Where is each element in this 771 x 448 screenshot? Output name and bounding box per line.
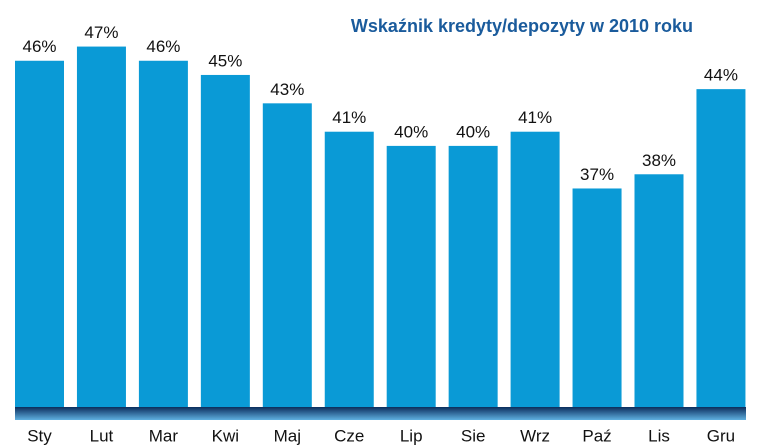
bar xyxy=(696,89,746,408)
bar xyxy=(76,46,126,407)
bar xyxy=(448,145,498,407)
bar xyxy=(386,145,436,407)
value-label: 45% xyxy=(208,51,242,70)
x-tick-label: Kwi xyxy=(212,426,239,445)
value-label: 38% xyxy=(642,151,676,170)
bar xyxy=(572,188,622,407)
x-tick-label: Mar xyxy=(149,426,179,445)
x-tick-label: Lis xyxy=(648,426,670,445)
chart-title: Wskaźnik kredyty/depozyty w 2010 roku xyxy=(351,16,693,36)
x-tick-label: Cze xyxy=(334,426,364,445)
bar xyxy=(634,174,684,407)
bar xyxy=(262,103,312,407)
value-label: 44% xyxy=(704,66,738,85)
x-tick-label: Lip xyxy=(400,426,423,445)
bar xyxy=(15,60,64,408)
bar xyxy=(510,131,560,407)
x-tick-label: Lut xyxy=(90,426,114,445)
bar xyxy=(324,131,374,407)
value-label: 43% xyxy=(270,80,304,99)
x-tick-label: Sty xyxy=(27,426,52,445)
value-label: 37% xyxy=(580,165,614,184)
bar xyxy=(200,74,250,407)
value-label: 47% xyxy=(84,23,118,42)
value-label: 41% xyxy=(332,108,366,127)
value-label: 46% xyxy=(22,37,56,56)
x-tick-label: Paź xyxy=(582,426,611,445)
x-tick-label: Wrz xyxy=(520,426,550,445)
x-tick-label: Gru xyxy=(707,426,735,445)
value-label: 40% xyxy=(456,122,490,141)
baseline-strip xyxy=(15,407,746,420)
x-tick-label: Sie xyxy=(461,426,486,445)
value-label: 41% xyxy=(518,108,552,127)
value-label: 46% xyxy=(146,37,180,56)
bar xyxy=(138,60,188,408)
value-label: 40% xyxy=(394,122,428,141)
x-tick-label: Maj xyxy=(274,426,301,445)
